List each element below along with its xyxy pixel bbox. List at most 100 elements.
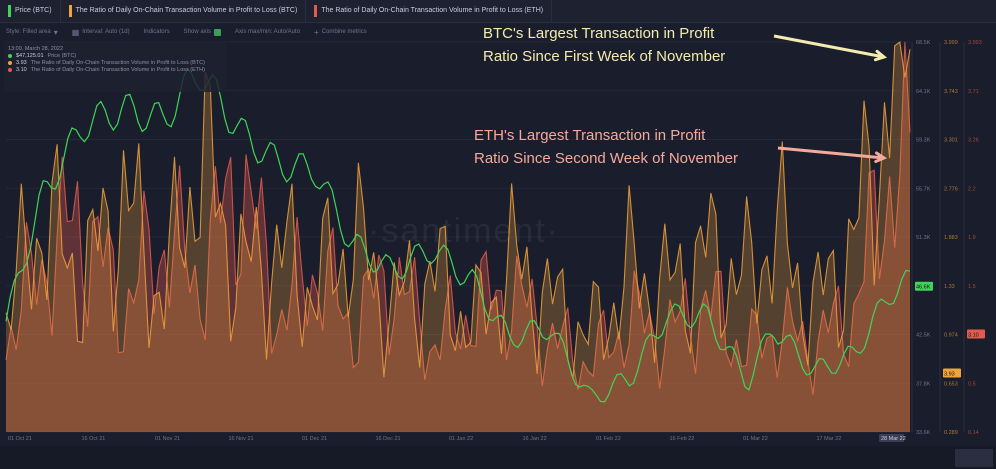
- legend-row-btc-ratio: 3.93 The Ratio of Daily On-Chain Transac…: [8, 59, 222, 66]
- eth-annotation-line1: ETH's Largest Transaction in Profit: [474, 127, 706, 144]
- btc-last-value-badge: 3.93: [944, 372, 955, 378]
- x-tick-label: 16 Jan 22: [523, 436, 547, 442]
- tab-label: Price (BTC): [15, 7, 52, 14]
- legend-value: 3.10: [16, 66, 27, 73]
- x-tick-label: 16 Oct 21: [82, 436, 106, 442]
- metric-tab-bar: Price (BTC) The Ratio of Daily On-Chain …: [0, 0, 996, 23]
- btc-axis-tick-label: 0.974: [944, 333, 958, 339]
- x-tick-label: 16 Dec 21: [376, 436, 401, 442]
- eth-annotation: ETH's Largest Transaction in Profit Rati…: [474, 124, 738, 170]
- x-tick-label: 01 Nov 21: [155, 436, 180, 442]
- eth-axis-tick-label: 1.9: [968, 235, 976, 241]
- btc-axis-tick-label: 0.653: [944, 381, 958, 387]
- eth-annotation-arrow-head: [874, 151, 888, 164]
- legend-dot: [8, 53, 12, 58]
- price-series-line: [5, 67, 911, 403]
- eth-axis-tick-label: 0.14: [968, 430, 979, 436]
- eth-axis-tick-label: 2.2: [968, 186, 976, 192]
- chart-legend: 13:00, March 28, 2022 $47,125.01 Price (…: [4, 42, 226, 92]
- style-label: Style: Filled area: [6, 29, 51, 35]
- tab-eth-ratio[interactable]: The Ratio of Daily On-Chain Transaction …: [306, 0, 553, 22]
- price-axis-tick-label: 33.6K: [916, 430, 931, 436]
- legend-dot: [8, 60, 12, 65]
- style-selector[interactable]: Style: Filled area ▾: [6, 28, 58, 37]
- tab-price-btc[interactable]: Price (BTC): [0, 0, 61, 22]
- legend-value: $47,125.01: [16, 52, 44, 59]
- price-axis-tick-label: 42.5K: [916, 333, 931, 339]
- price-axis-tick-label: 59.3K: [916, 138, 931, 144]
- price-axis-tick-label: 55.7K: [916, 186, 931, 192]
- combine-metrics-button[interactable]: + Combine metrics: [314, 28, 367, 37]
- eth-ratio-series-line: [5, 41, 911, 395]
- btc-axis-tick-label: 0.289: [944, 430, 958, 436]
- price-swatch: [8, 5, 11, 17]
- chart-toolbar: Style: Filled area ▾ ▦ Interval: Auto (1…: [0, 23, 996, 41]
- eth-axis-tick-label: 3.993: [968, 40, 982, 46]
- show-axis-label: Show axis: [183, 29, 211, 35]
- x-tick-label: 17 Mar 22: [817, 436, 842, 442]
- tab-btc-ratio[interactable]: The Ratio of Daily On-Chain Transaction …: [61, 0, 307, 22]
- x-tick-label: 01 Jan 22: [449, 436, 473, 442]
- btc-ratio-swatch: [68, 5, 72, 17]
- indicators-label: Indicators: [143, 29, 170, 35]
- santiment-watermark: ·santiment·: [368, 212, 561, 250]
- btc-annotation-arrow: [773, 34, 885, 59]
- price-axis-tick-label: 64.1K: [916, 89, 931, 95]
- interval-label: Interval: Auto (1d): [82, 29, 130, 35]
- legend-label: Price (BTC): [47, 52, 77, 59]
- btc-annotation: BTC's Largest Transaction in Profit Rati…: [483, 22, 725, 68]
- legend-row-eth-ratio: 3.10 The Ratio of Daily On-Chain Transac…: [8, 66, 222, 73]
- x-last-label: 28 Mar 22: [881, 436, 906, 442]
- eth-axis-tick-label: 3.26: [968, 138, 979, 144]
- x-tick-label: 16 Feb 22: [670, 436, 695, 442]
- btc-axis-tick-label: 2.776: [944, 186, 958, 192]
- btc-axis-tick-label: 1.33: [944, 284, 955, 290]
- x-tick-label: 16 Nov 21: [229, 436, 254, 442]
- eth-last-value-badge: 3.10: [968, 333, 979, 339]
- interval-selector[interactable]: ▦ Interval: Auto (1d): [72, 28, 130, 37]
- price-axis-tick-label: 37.8K: [916, 381, 931, 387]
- legend-date: 13:00, March 28, 2022: [8, 45, 64, 52]
- price-axis-tick-label: 68.5K: [916, 40, 931, 46]
- btc-axis-tick-label: 3.301: [944, 138, 958, 144]
- legend-value: 3.93: [16, 59, 27, 66]
- legend-label: The Ratio of Daily On-Chain Transaction …: [30, 59, 205, 66]
- checkbox-icon: [214, 28, 221, 36]
- btc-axis-tick-label: 3.999: [944, 40, 958, 46]
- legend-row-price: $47,125.01 Price (BTC): [8, 52, 222, 59]
- eth-ratio-swatch: [314, 5, 318, 17]
- x-tick-label: 01 Dec 21: [302, 436, 327, 442]
- axis-max-min-label: Axis max/min: Auto/Auto: [235, 29, 301, 35]
- eth-annotation-line2: Ratio Since Second Week of November: [474, 150, 739, 167]
- eth-last-value-badge-bg: [967, 329, 985, 339]
- btc-axis-tick-label: 1.883: [944, 235, 958, 241]
- show-axis-toggle[interactable]: Show axis: [183, 28, 221, 36]
- btc-ratio-series-line: [5, 41, 911, 379]
- btc-annotation-line1: BTC's Largest Transaction in Profit: [483, 25, 715, 42]
- combine-label: Combine metrics: [321, 29, 367, 35]
- indicators-button[interactable]: Indicators: [144, 29, 170, 35]
- x-tick-label: 01 Feb 22: [596, 436, 621, 442]
- price-last-value-badge-bg: [915, 281, 933, 291]
- calendar-icon: ▦: [71, 27, 80, 37]
- navigator-window: [955, 449, 993, 467]
- navigator-strip: [0, 446, 996, 469]
- btc-last-value-badge-bg: [943, 368, 961, 378]
- legend-label: The Ratio of Daily On-Chain Transaction …: [30, 66, 205, 73]
- axis-max-min-selector[interactable]: Axis max/min: Auto/Auto: [235, 29, 300, 35]
- btc-annotation-arrow-head: [873, 49, 888, 62]
- plus-icon: +: [314, 27, 319, 37]
- eth-axis-tick-label: 3.71: [968, 89, 979, 95]
- legend-dot: [8, 67, 12, 72]
- eth-axis-tick-label: 0.5: [968, 381, 976, 387]
- btc-annotation-line2: Ratio Since First Week of November: [483, 48, 726, 65]
- eth-axis-tick-label: 1.5: [968, 284, 976, 290]
- btc-axis-tick-label: 3.743: [944, 89, 958, 95]
- price-last-value-badge: 46.6K: [916, 285, 931, 291]
- eth-annotation-arrow: [777, 146, 885, 160]
- x-last-label-bg: [879, 434, 904, 442]
- price-axis-tick-label: 51.3K: [916, 235, 931, 241]
- x-tick-label: 01 Oct 21: [8, 436, 32, 442]
- tab-label: The Ratio of Daily On-Chain Transaction …: [75, 7, 298, 14]
